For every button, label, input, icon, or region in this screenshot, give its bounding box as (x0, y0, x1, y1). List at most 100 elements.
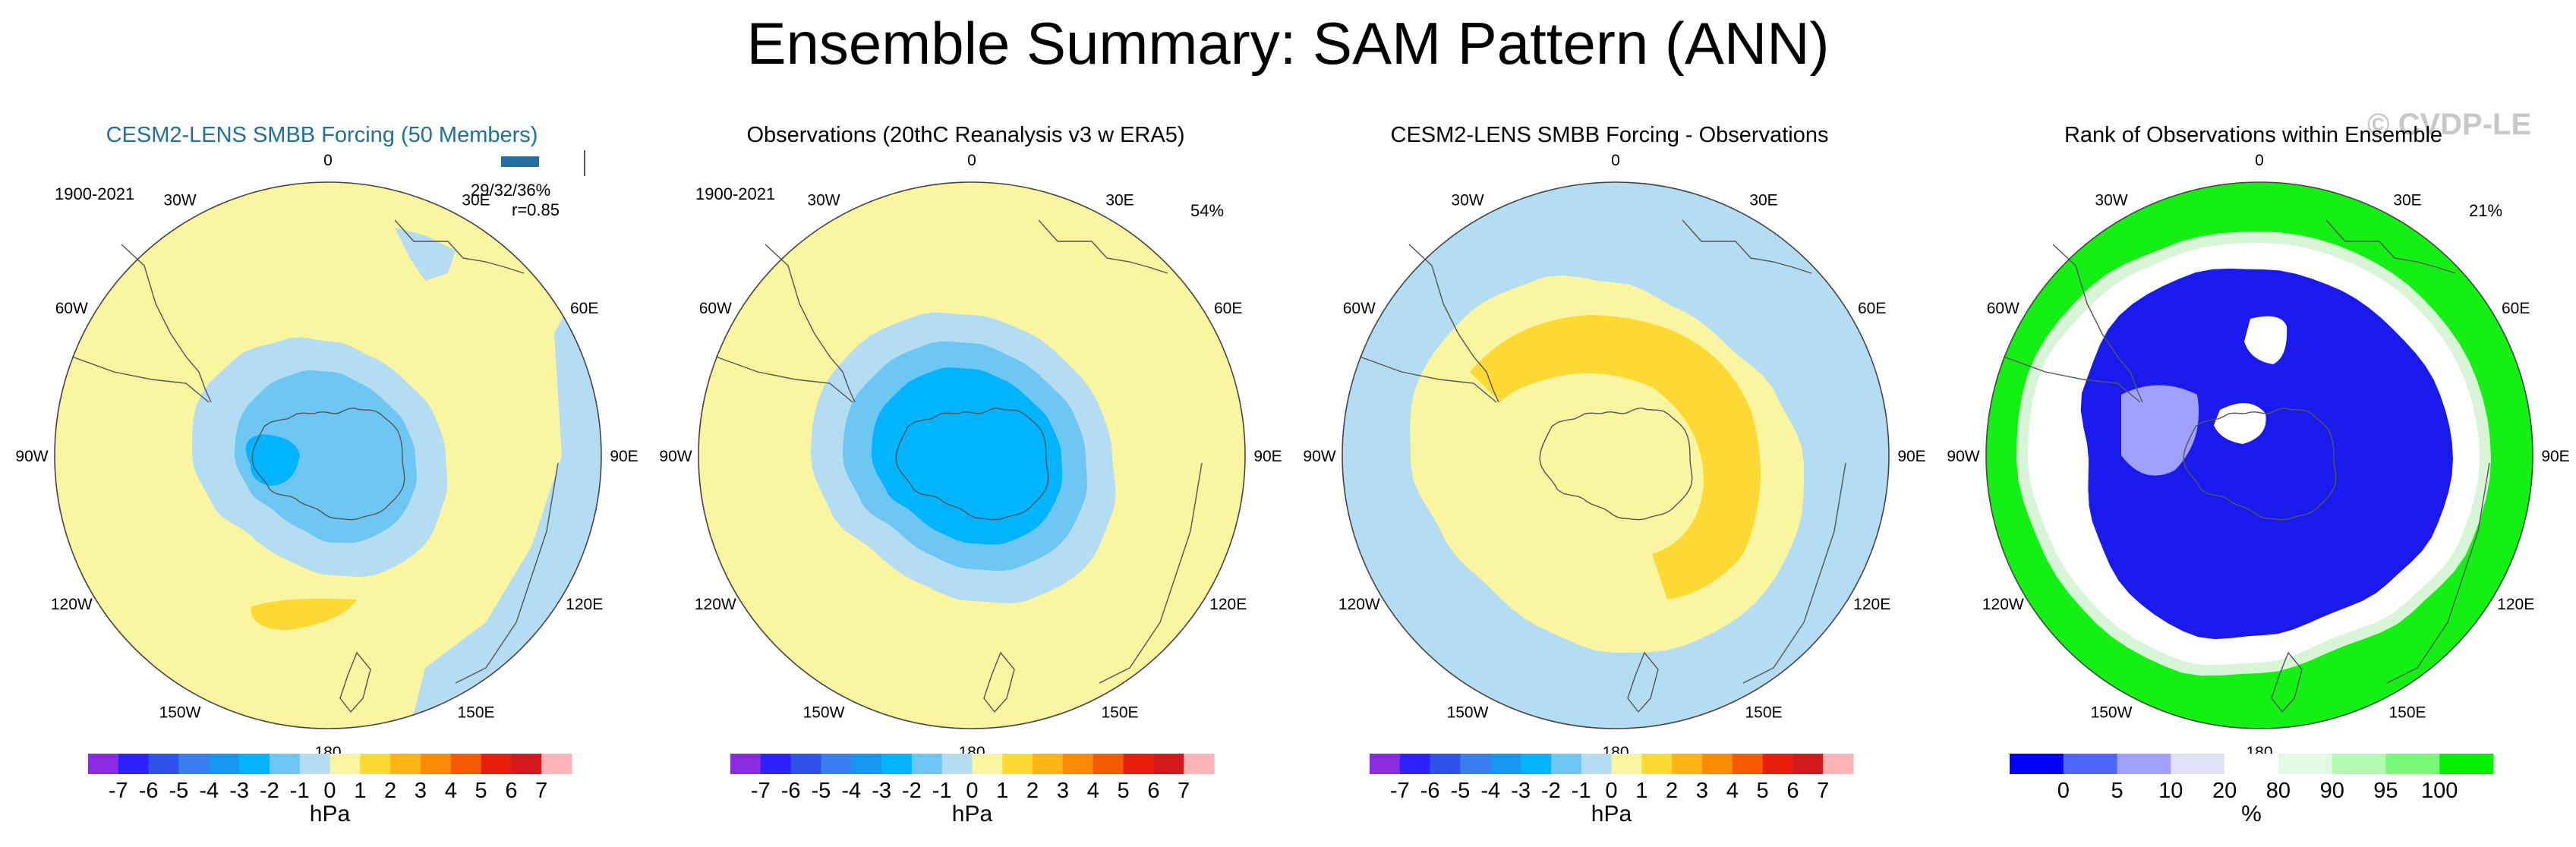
coastlines (1359, 219, 1846, 713)
colorbar-label: 3 (1057, 779, 1069, 803)
panel-observations: Observations (20thC Reanalysis v3 w ERA5… (644, 0, 1288, 847)
south-america-coastline (121, 244, 212, 403)
australia-coastline (1099, 462, 1203, 684)
colorbar-label: 2 (1666, 779, 1678, 803)
longitude-label: 150W (159, 704, 201, 722)
longitude-label: 150W (803, 704, 845, 722)
longitude-label: 0 (967, 152, 976, 169)
colorbar-swatch (1490, 754, 1521, 774)
colorbar-label: -3 (1511, 779, 1531, 803)
colorbar-units: hPa (952, 801, 993, 827)
south-america-coastline (2052, 244, 2143, 403)
main-title: Ensemble Summary: SAM Pattern (ANN) (746, 10, 1830, 77)
colorbar-swatch (269, 754, 301, 774)
colorbar-swatch (790, 754, 821, 774)
panel-title: CESM2-LENS SMBB Forcing - Observations (1390, 123, 1829, 147)
longitude-label: 30W (1451, 191, 1483, 209)
colorbar-label: -5 (1451, 779, 1471, 803)
colorbar-label: 6 (505, 779, 517, 803)
colorbar-swatch (390, 754, 421, 774)
map-border (1985, 181, 2533, 729)
panel-title: CESM2-LENS SMBB Forcing (50 Members) (106, 123, 538, 147)
region-positive-2 (251, 598, 357, 630)
new-zealand-coastline (339, 651, 371, 713)
colorbar-label: -7 (751, 779, 771, 803)
colorbar-units: % (2241, 801, 2262, 827)
longitude-label: 60W (1343, 300, 1376, 317)
africa-coastline (1038, 219, 1168, 274)
longitude-label: 60E (1858, 300, 1886, 317)
longitude-label: 90W (1303, 448, 1335, 465)
africa-coastline (394, 219, 525, 274)
longitude-label: 60W (1987, 300, 2019, 317)
colorbar-swatch (1184, 754, 1215, 774)
colorbar-label: 5 (475, 779, 487, 803)
colorbar-swatch (329, 754, 361, 774)
colorbar-swatch (1430, 754, 1461, 774)
colorbar-swatch (541, 754, 572, 774)
polar-map: 030E60E90E120E150E180150W120W90W60W30W-7… (1303, 152, 1925, 827)
colorbar-swatch (1672, 754, 1703, 774)
polar-map: 030E60E90E120E150E180150W120W90W60W30W-7… (659, 152, 1282, 827)
colorbar-swatch (760, 754, 792, 774)
region-negative-2 (235, 370, 417, 543)
colorbar-swatch (1370, 754, 1401, 774)
colorbar-label: -4 (199, 779, 219, 803)
longitude-label: 60E (1214, 300, 1242, 317)
colorbar-label: -6 (781, 779, 801, 803)
colorbar-label: -7 (1390, 779, 1410, 803)
longitude-label: 150W (2091, 704, 2133, 722)
longitude-label: 60W (55, 300, 88, 317)
colorbar-swatch (1123, 754, 1154, 774)
longitude-label: 90W (15, 448, 48, 465)
map-border (1342, 181, 1890, 729)
colorbar-swatch (881, 754, 913, 774)
region-rank-low (2080, 268, 2453, 640)
colorbar-swatch (851, 754, 882, 774)
panel-title: Observations (20thC Reanalysis v3 w ERA5… (746, 123, 1185, 147)
colorbar-label: 3 (415, 779, 427, 803)
longitude-label: 150E (457, 704, 494, 722)
colorbar-units: hPa (1591, 801, 1632, 827)
longitude-label: 120E (566, 596, 603, 613)
south-america-coastline (1408, 244, 1499, 403)
colorbar-label: 5 (1757, 779, 1769, 803)
new-zealand-coastline (2271, 651, 2303, 713)
explained-variance-label: 54% (1190, 201, 1225, 220)
colorbar-label: 6 (1147, 779, 1159, 803)
longitude-label: 120E (2497, 596, 2534, 613)
colorbar-label: 5 (1118, 779, 1130, 803)
colorbar-swatch (1641, 754, 1673, 774)
coastlines (71, 219, 559, 713)
colorbar-swatch (2224, 754, 2279, 774)
colorbar-swatch (1521, 754, 1552, 774)
colorbar-label: 5 (2111, 779, 2124, 803)
colorbar-label: 4 (1726, 779, 1739, 803)
colorbar-label: -6 (1420, 779, 1440, 803)
region-rank-10 (2121, 385, 2199, 476)
longitude-label: 90E (1253, 448, 1282, 465)
longitude-label: 150E (1745, 704, 1782, 722)
colorbar-swatch (1823, 754, 1854, 774)
colorbar-label: 0 (966, 779, 978, 803)
colorbar-swatch (1399, 754, 1431, 774)
colorbar-swatch (2010, 754, 2064, 774)
south-america-coastline-west (1359, 356, 1497, 403)
south-america-coastline-west (71, 356, 210, 403)
colorbar-swatch (1792, 754, 1824, 774)
longitude-label: 120E (1853, 596, 1890, 613)
colorbar-swatch (1581, 754, 1612, 774)
colorbar-swatch (1611, 754, 1642, 774)
longitude-label: 90E (610, 448, 638, 465)
colorbar-swatch (360, 754, 391, 774)
longitude-label: 90W (659, 448, 692, 465)
colorbar-label: -4 (841, 779, 861, 803)
colorbar-label: 7 (1178, 779, 1190, 803)
percent-label: 21% (2469, 201, 2503, 220)
longitude-label: 90E (1897, 448, 1925, 465)
colorbar-label: 90 (2320, 779, 2344, 803)
colorbar-label: -3 (229, 779, 249, 803)
longitude-label: 30E (1105, 191, 1134, 209)
